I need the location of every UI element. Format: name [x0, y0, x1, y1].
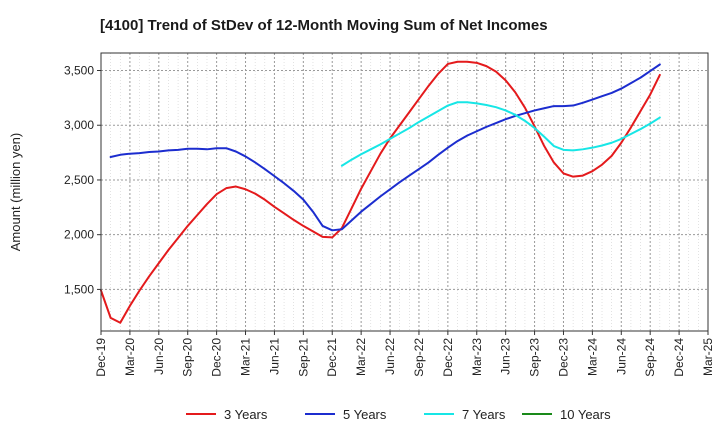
series-line-5-years [109, 63, 661, 232]
x-tick-label: Mar-20 [123, 338, 137, 376]
x-tick-label: Sep-24 [643, 338, 657, 377]
legend: 3 Years 5 Years 7 Years 10 Years [186, 407, 611, 422]
x-tick-label: Dec-24 [672, 338, 686, 377]
x-tick-label: Dec-19 [94, 338, 108, 377]
x-tick-label: Jun-20 [152, 338, 166, 375]
y-tick-label: 2,000 [64, 228, 94, 242]
x-tick-label: Jun-23 [499, 338, 513, 375]
x-tick-label: Mar-24 [585, 338, 599, 376]
y-tick-label: 2,500 [64, 173, 94, 187]
x-tick-label: Jun-22 [383, 338, 397, 375]
x-axis-ticks: Dec-19 Mar-20 Jun-20 Sep-20 Dec-20 Mar-21 Jun-… [94, 331, 715, 377]
x-tick-label: Dec-20 [210, 338, 224, 377]
x-tick-label: Jun-21 [267, 338, 281, 375]
series-layer [100, 60, 661, 324]
x-tick-label: Sep-20 [181, 338, 195, 377]
axes [100, 52, 709, 332]
x-tick-label: Sep-21 [296, 338, 310, 377]
x-tick-label: Mar-22 [354, 338, 368, 376]
y-axis-ticks: 1,500 2,000 2,500 3,000 3,500 [64, 64, 101, 296]
grid [100, 53, 709, 331]
plot-frame [100, 52, 709, 332]
y-tick-label: 3,000 [64, 118, 94, 132]
x-tick-label: Sep-22 [412, 338, 426, 377]
series-line-7-years [340, 101, 661, 167]
x-tick-label: Dec-22 [441, 338, 455, 377]
chart-title: [4100] Trend of StDev of 12-Month Moving… [100, 17, 548, 34]
x-tick-label: Mar-21 [239, 338, 253, 376]
series-line-3-years [100, 60, 661, 324]
y-tick-label: 3,500 [64, 64, 94, 78]
y-axis-label: Amount (million yen) [8, 133, 23, 252]
legend-label: 7 Years [462, 407, 506, 422]
legend-label: 3 Years [224, 407, 268, 422]
x-tick-label: Mar-23 [470, 338, 484, 376]
legend-label: 10 Years [560, 407, 611, 422]
x-tick-label: Jun-24 [614, 338, 628, 375]
x-tick-label: Sep-23 [528, 338, 542, 377]
legend-label: 5 Years [343, 407, 387, 422]
y-tick-label: 1,500 [64, 282, 94, 296]
x-tick-label: Dec-23 [556, 338, 570, 377]
plot-background [101, 53, 708, 331]
x-tick-label: Dec-21 [325, 338, 339, 377]
plot-area [101, 53, 708, 331]
x-tick-label: Mar-25 [701, 338, 715, 376]
